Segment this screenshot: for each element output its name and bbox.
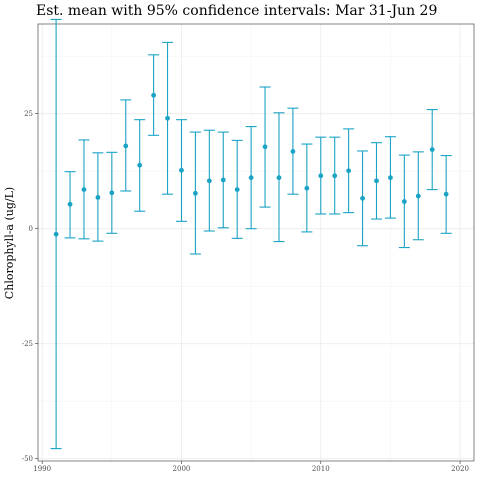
- error-bar-group: [78, 139, 90, 240]
- data-point: [234, 187, 240, 193]
- error-bar-group: [106, 151, 118, 234]
- data-point: [332, 173, 338, 179]
- data-point: [248, 175, 254, 181]
- error-bar-group: [426, 109, 438, 191]
- data-point: [137, 162, 143, 168]
- error-bar-group: [370, 142, 382, 220]
- data-point: [374, 178, 379, 184]
- data-point: [165, 115, 170, 121]
- axes: 1990 2000 2010 2020 -50 -25 0 25: [22, 23, 475, 473]
- data-point: [151, 92, 157, 98]
- error-bar-group: [217, 131, 229, 229]
- error-bar-group: [329, 136, 341, 215]
- error-bar-group: [398, 154, 410, 249]
- error-bar-group: [162, 41, 174, 195]
- error-bar-group: [245, 126, 257, 230]
- error-bar-group: [134, 119, 146, 212]
- error-bar-group: [120, 99, 132, 192]
- y-tick-label: 0: [29, 225, 33, 233]
- data-point: [95, 195, 101, 200]
- data-point: [401, 199, 407, 204]
- data-point: [123, 143, 129, 149]
- data-point: [220, 177, 226, 183]
- error-bar-group: [357, 150, 369, 247]
- data-point: [53, 231, 59, 237]
- data-point: [415, 193, 421, 199]
- y-tick-label: 25: [24, 110, 33, 118]
- data-point: [179, 167, 184, 173]
- data-point: [81, 187, 87, 193]
- error-bar-group: [64, 171, 76, 239]
- data-marks: [50, 18, 452, 450]
- error-bar-group: [343, 128, 355, 214]
- y-axis-label: Chlorophyll-a (ug/L): [3, 187, 16, 299]
- y-tick-label: -50: [22, 455, 33, 463]
- error-bar-group: [231, 139, 243, 239]
- error-bar-group: [384, 136, 396, 219]
- x-tick-label: 2010: [312, 465, 330, 473]
- error-bar-group: [259, 86, 271, 208]
- x-tick-label: 2000: [173, 465, 191, 473]
- error-bar-group: [148, 54, 160, 136]
- error-bar-group: [273, 112, 285, 243]
- error-bar-group: [92, 152, 104, 242]
- error-bar-group: [440, 155, 452, 234]
- data-point: [388, 175, 393, 181]
- data-point: [262, 144, 268, 150]
- error-bar-group: [315, 136, 327, 215]
- plot-panel-border: [37, 23, 475, 462]
- x-tick-label: 1990: [33, 465, 51, 473]
- error-bar-group: [50, 18, 62, 450]
- error-bar-group: [301, 143, 313, 233]
- data-point: [276, 175, 282, 181]
- data-point: [109, 190, 115, 196]
- error-bar-group: [412, 151, 424, 241]
- data-point: [443, 191, 449, 197]
- x-tick-label: 2020: [451, 465, 469, 473]
- data-point: [360, 195, 365, 201]
- grid: [38, 24, 474, 461]
- data-point: [206, 178, 212, 184]
- data-point: [304, 185, 310, 191]
- error-bar-group: [189, 131, 201, 255]
- data-point: [318, 173, 324, 179]
- y-tick-label: -25: [22, 340, 33, 348]
- chart-title: Est. mean with 95% confidence intervals:…: [36, 3, 437, 19]
- data-point: [290, 149, 296, 154]
- error-bar-group: [175, 119, 187, 222]
- data-point: [193, 190, 198, 196]
- error-bar-group: [287, 107, 299, 195]
- data-point: [346, 168, 352, 174]
- data-point: [67, 201, 73, 207]
- data-point: [429, 147, 435, 152]
- error-bar-group: [203, 129, 215, 232]
